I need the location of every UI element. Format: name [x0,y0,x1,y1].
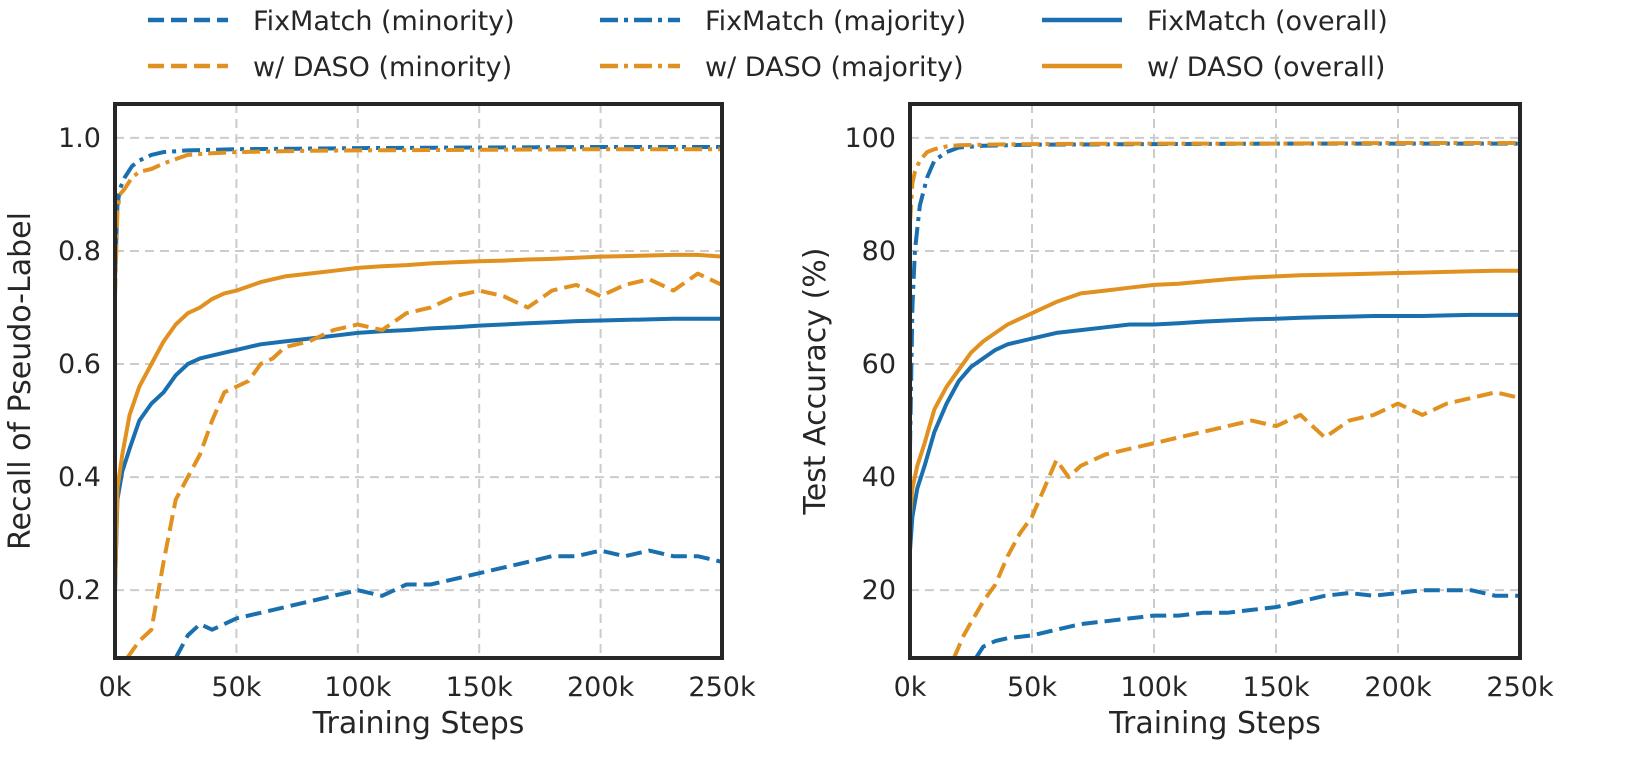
legend-item-daso-minority: w/ DASO (minority) [148,52,512,83]
series-line [125,271,722,658]
series-line [910,141,1520,449]
y-axis-label: Recall of Pseudo-Label [3,212,38,550]
series-line [910,268,1520,517]
legend-item-daso-overall: w/ DASO (overall) [1042,52,1385,83]
series-line [115,252,722,591]
x-tick-label: 100k [324,672,392,703]
accuracy-plot: 0k 50k 100k 150k 200k 250k 20 40 60 80 100 Training… [798,102,1554,741]
y-tick-label: 60 [862,349,896,380]
legend-item-fixmatch-majority: FixMatch (majority) [600,6,966,37]
series-line [115,316,722,591]
legend-label: FixMatch (overall) [1147,6,1388,37]
y-tick-label: 0.2 [58,575,101,606]
series-group [910,141,1520,658]
x-axis-label: Training Steps [1108,706,1321,741]
series-line [115,145,722,280]
x-tick-label: 50k [1007,672,1057,703]
x-tick-label: 150k [446,672,514,703]
series-line [115,147,722,297]
series-group [115,145,722,658]
y-tick-label: 0.6 [58,349,101,380]
legend-label: FixMatch (minority) [253,6,515,37]
series-line [173,548,722,658]
series-line [910,312,1520,551]
x-tick-label: 50k [211,672,261,703]
x-tick-label: 100k [1120,672,1188,703]
legend-label: w/ DASO (minority) [253,52,512,83]
y-tick-label: 100 [844,123,896,154]
plot-frame [113,102,724,660]
x-axis-label: Training Steps [312,706,525,741]
x-tick-label: 200k [567,672,635,703]
y-tick-label: 20 [862,575,896,606]
y-tick-label: 0.4 [58,462,101,493]
x-tick-label: 200k [1364,672,1432,703]
y-tick-label: 40 [862,462,896,493]
x-tick-label: 0k [894,672,927,703]
y-tick-label: 1.0 [58,123,101,154]
y-tick-label: 0.8 [58,236,101,267]
legend: FixMatch (minority) FixMatch (majority) … [148,6,1388,83]
legend-label: w/ DASO (overall) [1147,52,1385,83]
legend-label: w/ DASO (majority) [705,52,964,83]
legend-item-fixmatch-minority: FixMatch (minority) [148,6,515,37]
series-line [910,141,1520,223]
x-tick-label: 150k [1242,672,1310,703]
x-tick-label: 0k [99,672,132,703]
series-line [952,390,1520,658]
y-tick-label: 80 [862,236,896,267]
recall-plot: 0k 50k 100k 150k 200k 250k 0.2 0.4 0.6 0.8 1.0 Trai… [3,102,756,741]
legend-item-daso-majority: w/ DASO (majority) [600,52,964,83]
y-axis-label: Test Accuracy (%) [798,247,833,515]
x-tick-label: 250k [688,672,756,703]
legend-item-fixmatch-overall: FixMatch (overall) [1042,6,1388,37]
x-tick-label: 250k [1486,672,1554,703]
series-line [974,588,1520,658]
legend-label: FixMatch (majority) [705,6,966,37]
plot-frame [908,102,1522,660]
